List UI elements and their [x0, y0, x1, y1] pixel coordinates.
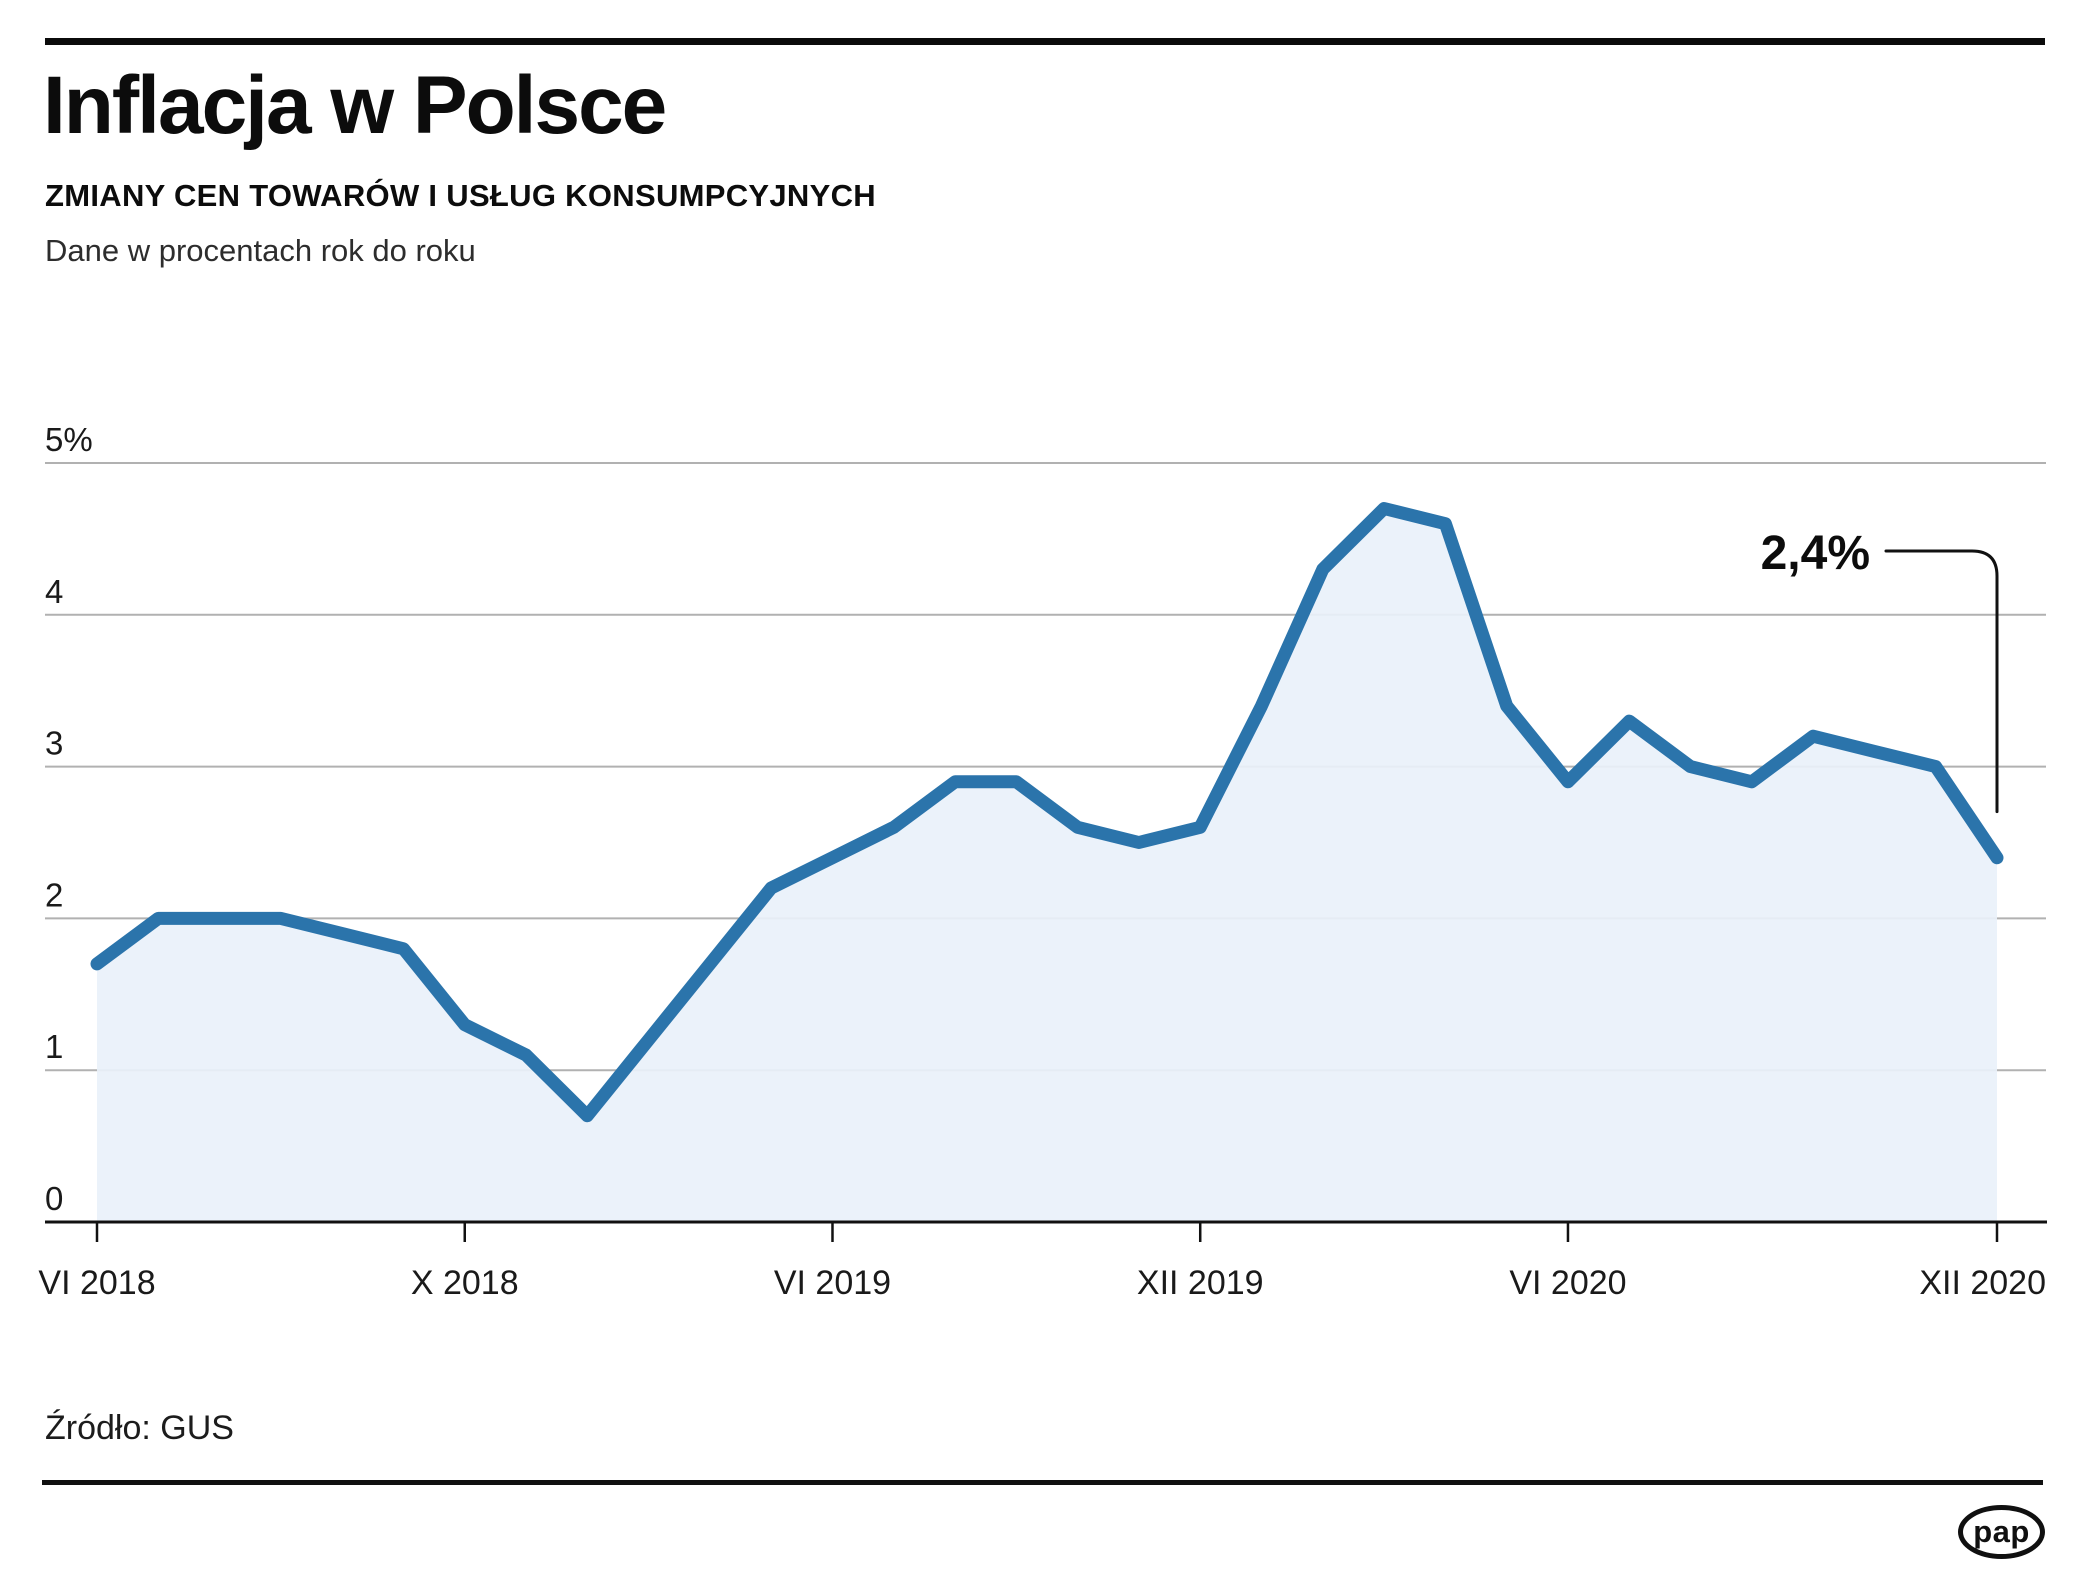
y-axis-label: 0 — [45, 1180, 63, 1217]
page-title: Inflacja w Polsce — [43, 60, 667, 151]
pap-logo-text: pap — [1973, 1513, 2030, 1549]
source-label: Źródło: GUS — [45, 1409, 234, 1447]
bottom-rule — [42, 1480, 2043, 1485]
y-axis-label: 1 — [45, 1028, 63, 1065]
x-axis-label: VI 2020 — [1509, 1264, 1626, 1302]
y-axis-label: 3 — [45, 725, 63, 762]
annotation-label: 2,4% — [1760, 527, 1870, 580]
x-axis-label: X 2018 — [411, 1264, 519, 1302]
chart-subtitle: ZMIANY CEN TOWARÓW I USŁUG KONSUMPCYJNYC… — [45, 178, 876, 213]
y-axis-label: 5% — [45, 421, 93, 458]
area-fill — [97, 508, 1997, 1222]
x-axis-label: VI 2019 — [774, 1264, 891, 1302]
top-rule — [45, 38, 2045, 45]
annotation-callout-line — [1884, 549, 1999, 814]
y-axis-label: 4 — [45, 573, 63, 610]
x-axis-label: VI 2018 — [38, 1264, 155, 1302]
y-axis-label: 2 — [45, 876, 63, 913]
chart-unit-note: Dane w procentach rok do roku — [45, 233, 476, 268]
x-axis-label: XII 2020 — [1919, 1264, 2046, 1302]
pap-logo: pap — [1958, 1505, 2045, 1559]
inflation-line — [90, 502, 2004, 1123]
x-axis-label: XII 2019 — [1137, 1264, 1264, 1302]
